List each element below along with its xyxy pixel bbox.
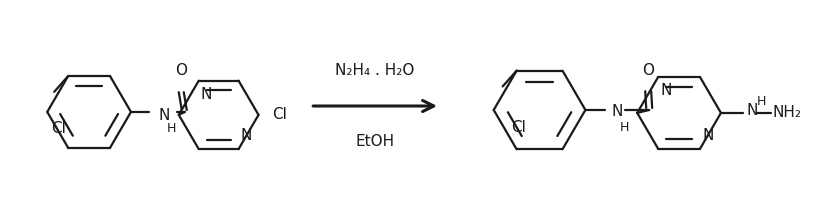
Text: EtOH: EtOH	[355, 134, 394, 149]
Text: H: H	[756, 95, 765, 108]
Text: N: N	[659, 83, 671, 98]
Text: N: N	[746, 104, 758, 118]
Text: N: N	[240, 128, 251, 143]
Text: O: O	[641, 63, 654, 78]
Text: H: H	[166, 122, 176, 135]
Text: N: N	[159, 108, 170, 123]
Text: Cl: Cl	[51, 121, 66, 136]
Text: N: N	[201, 87, 212, 102]
Text: Cl: Cl	[510, 121, 526, 135]
Text: O: O	[174, 63, 187, 78]
Text: N: N	[701, 128, 713, 143]
Text: N₂H₄ . H₂O: N₂H₄ . H₂O	[335, 63, 414, 78]
Text: NH₂: NH₂	[771, 105, 801, 120]
Text: Cl: Cl	[272, 107, 287, 122]
Text: H: H	[618, 121, 628, 134]
Text: N: N	[611, 104, 622, 119]
